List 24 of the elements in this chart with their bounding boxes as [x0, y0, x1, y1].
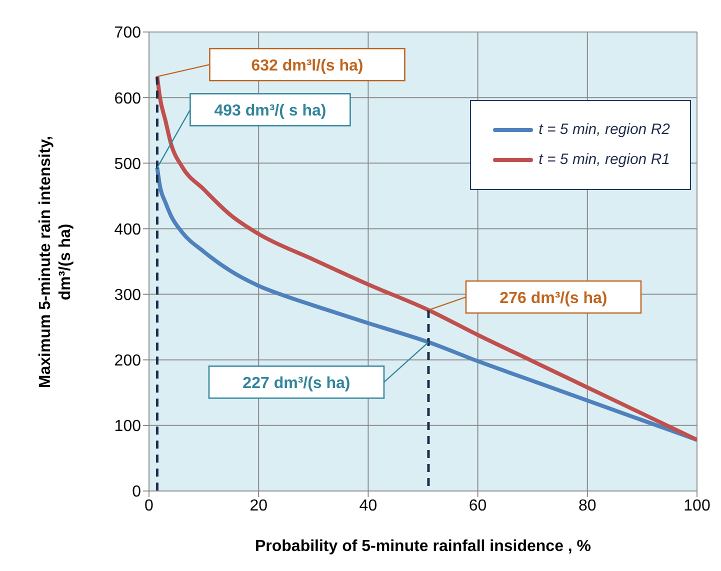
x-tick-label: 0 [144, 497, 154, 514]
y-tick-label: 400 [114, 221, 142, 238]
y-tick-label: 600 [114, 90, 142, 108]
y-tick-label: 300 [114, 286, 142, 304]
y-tick-label: 0 [132, 484, 142, 501]
y-axis-title: Maximum 5-minute rain intensity, dm³/(s ha) [37, 136, 74, 388]
annotation: 227 dm³/(s ha) [242, 375, 350, 392]
y-tick-label: 500 [114, 156, 142, 173]
x-axis-title: Probability of 5-minute rainfall insidence , % [254, 538, 592, 555]
x-tick-label: 80 [578, 497, 596, 514]
legend-label: t = 5 min, region R2 [538, 120, 670, 140]
x-tick-label: 20 [250, 497, 268, 514]
annotation: 493 dm³/( s ha) [214, 102, 326, 120]
line-series [155, 74, 697, 442]
line-series [155, 166, 697, 442]
legend-label: t = 5 min, region R1 [538, 150, 670, 170]
x-tick-label: 60 [468, 497, 487, 514]
annotation: 276 dm³/(s ha) [500, 290, 608, 308]
y-tick-label: 200 [114, 352, 142, 370]
x-tick-label: 40 [359, 497, 378, 514]
x-tick-label: 100 [684, 497, 710, 514]
y-tick-label: 700 [114, 24, 142, 42]
y-tick-label: 100 [114, 418, 142, 436]
annotation: 632 dm³l/(s ha) [251, 58, 364, 75]
